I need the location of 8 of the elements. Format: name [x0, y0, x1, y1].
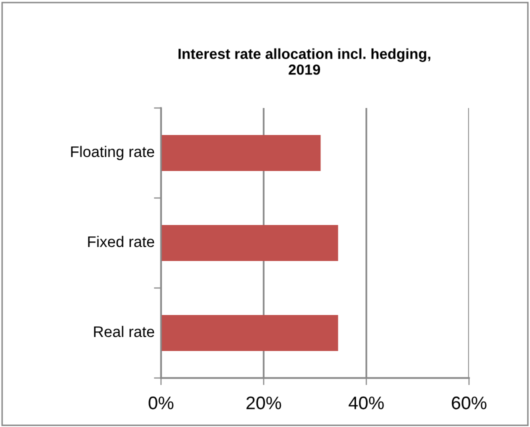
y-tick-label: Floating rate — [71, 146, 154, 160]
y-tick-label: Real rate — [94, 326, 154, 338]
x-tick-label: 40% — [348, 396, 384, 410]
x-tick-label: 0% — [148, 396, 174, 410]
x-tick-label: 20% — [246, 396, 282, 410]
y-tick-label: Fixed rate — [88, 236, 154, 248]
x-tick-label: 60% — [452, 396, 486, 410]
chart-title: Interest rate allocation incl. hedging, 2019 — [178, 48, 430, 75]
